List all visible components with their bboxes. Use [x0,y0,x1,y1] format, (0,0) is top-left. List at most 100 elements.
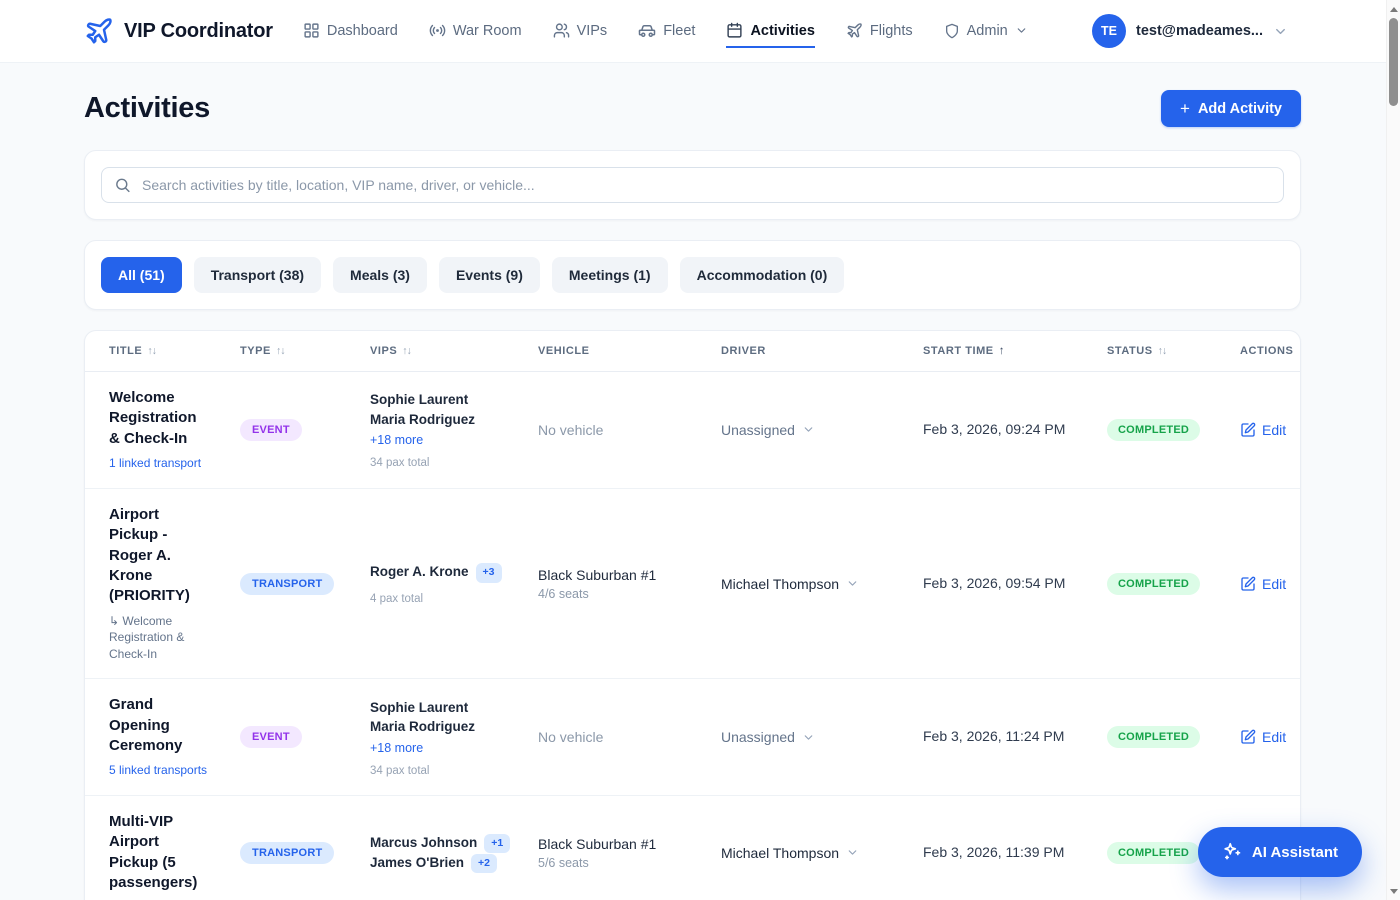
add-activity-label: Add Activity [1197,100,1282,117]
filter-meetings-1[interactable]: Meetings (1) [551,257,668,293]
edit-button[interactable]: Edit [1240,729,1287,746]
vips-more-link[interactable]: +18 more [370,433,424,448]
app-header: VIP Coordinator Dashboard War Room VIPs Fle… [0,0,1400,63]
col-driver[interactable]: DRIVER [705,331,907,372]
nav-item-dashboard[interactable]: Dashboard [303,14,398,48]
cell-vips: Marcus Johnson +1 James O'Brien +2 [354,795,522,900]
search-input[interactable] [101,167,1284,203]
driver-select[interactable]: Michael Thompson [721,576,891,592]
vip-name: Sophie Laurent [370,699,469,715]
nav-item-flights[interactable]: Flights [846,14,913,48]
filter-all-51[interactable]: All (51) [101,257,182,293]
add-activity-button[interactable]: + Add Activity [1161,90,1301,127]
filter-meals-3[interactable]: Meals (3) [333,257,427,293]
driver-select[interactable]: Michael Thompson [721,845,891,861]
start-time: Feb 3, 2026, 11:24 PM [923,728,1065,745]
scrollbar-up-arrow[interactable] [1387,2,1400,16]
col-status[interactable]: STATUS ↑↓ [1091,331,1224,372]
chevron-down-icon [802,731,815,744]
linked-transport-link[interactable]: 5 linked transports [109,763,208,778]
people-icon [553,22,570,39]
driver-select[interactable]: Unassigned [721,422,891,438]
vip-name: Maria Rodriguez [370,411,476,427]
nav-item-admin[interactable]: Admin [944,15,1028,48]
sort-icon: ↑↓ [147,345,156,357]
cell-title: Grand Opening Ceremony 5 linked transport… [85,678,224,797]
col-start-time[interactable]: START TIME ↑ [907,331,1091,372]
search-card [84,150,1301,220]
ai-assistant-label: AI Assistant [1251,843,1338,861]
chevron-down-icon [1015,24,1028,37]
edit-button[interactable]: Edit [1240,575,1287,592]
edit-label: Edit [1262,729,1287,746]
cell-status: COMPLETED [1091,371,1224,489]
status-badge: COMPLETED [1107,726,1201,749]
activities-table: TITLE ↑↓ TYPE ↑↓ VIPS ↑↓ VEHICLE DRIVER START TI… [85,331,1300,900]
cell-driver: Unassigned [705,371,907,489]
filter-bar: All (51) Transport (38) Meals (3) Events (9… [84,240,1301,310]
cell-actions: Edit [1224,371,1300,489]
pax-total: 4 pax total [370,592,424,605]
nav-item-vips[interactable]: VIPs [553,14,608,48]
chevron-down-icon [1273,24,1288,39]
status-badge: COMPLETED [1107,418,1201,441]
nav-item-label: VIPs [576,22,608,39]
vehicle-empty-label: No vehicle [538,421,604,438]
sort-icon: ↑↓ [1157,345,1167,357]
status-badge: COMPLETED [1107,841,1201,864]
chevron-down-icon [846,577,859,590]
page-title: Activities [84,92,210,124]
activities-table-card: TITLE ↑↓ TYPE ↑↓ VIPS ↑↓ VEHICLE DRIVER START TI… [84,330,1301,900]
table-row: Grand Opening Ceremony 5 linked transport… [85,678,1300,797]
activity-title: Grand Opening Ceremony [109,696,183,755]
col-vips[interactable]: VIPS ↑↓ [354,331,522,372]
broadcast-icon [429,22,446,39]
edit-icon [1240,422,1256,438]
cell-driver: Michael Thompson [705,488,907,680]
nav-item-label: Flights [869,22,913,39]
nav-item-war-room[interactable]: War Room [429,14,522,48]
vehicle-name: Black Suburban #1 [538,835,657,852]
cell-actions: Edit [1224,678,1300,797]
edit-label: Edit [1262,421,1287,438]
user-menu[interactable]: TE test@madeames... [1092,14,1288,48]
car-icon [638,22,656,40]
vip-extra-count-badge: +3 [475,563,502,583]
start-time: Feb 3, 2026, 11:39 PM [923,843,1065,860]
nav-item-label: Fleet [663,22,696,39]
activity-title: Multi-VIP Airport Pickup (5 passengers) [109,813,198,892]
scrollbar-thumb[interactable] [1389,18,1398,106]
linked-transport-link[interactable]: 1 linked transport [109,456,202,471]
scrollbar[interactable] [1386,0,1400,900]
vip-name: Sophie Laurent [370,392,469,408]
vip-name: Roger A. Krone +3 [370,562,506,583]
filter-transport-38[interactable]: Transport (38) [193,257,322,293]
col-title[interactable]: TITLE ↑↓ [85,331,224,372]
type-badge: EVENT [240,726,302,749]
sparkles-icon [1222,842,1242,862]
cell-vips: Sophie Laurent Maria Rodriguez +18 more 34 … [354,678,522,797]
nav-item-activities[interactable]: Activities [726,14,815,48]
col-actions[interactable]: ACTIONS [1224,331,1300,372]
filter-accommodation-0[interactable]: Accommodation (0) [679,257,845,293]
scrollbar-down-arrow[interactable] [1387,884,1400,898]
pax-total: 34 pax total [370,764,430,777]
vip-extra-count-badge: +1 [484,833,511,853]
nav-item-label: Activities [750,22,815,39]
vips-more-link[interactable]: +18 more [370,740,424,755]
cell-vehicle: Black Suburban #1 4/6 seats [522,488,705,680]
edit-button[interactable]: Edit [1240,421,1287,438]
ai-assistant-button[interactable]: AI Assistant [1197,827,1362,877]
user-email: test@madeames... [1136,23,1263,39]
col-vehicle[interactable]: VEHICLE [522,331,705,372]
driver-name: Unassigned [721,729,795,746]
edit-label: Edit [1262,575,1287,592]
nav-item-fleet[interactable]: Fleet [638,14,695,49]
driver-select[interactable]: Unassigned [721,729,891,745]
cell-status: COMPLETED [1091,678,1224,797]
shield-icon [944,23,960,39]
vehicle-seats: 4/6 seats [538,586,589,601]
col-type[interactable]: TYPE ↑↓ [224,331,354,372]
filter-events-9[interactable]: Events (9) [438,257,540,293]
linked-activity-ref: ↳ Welcome Registration & Check-In [109,613,185,661]
